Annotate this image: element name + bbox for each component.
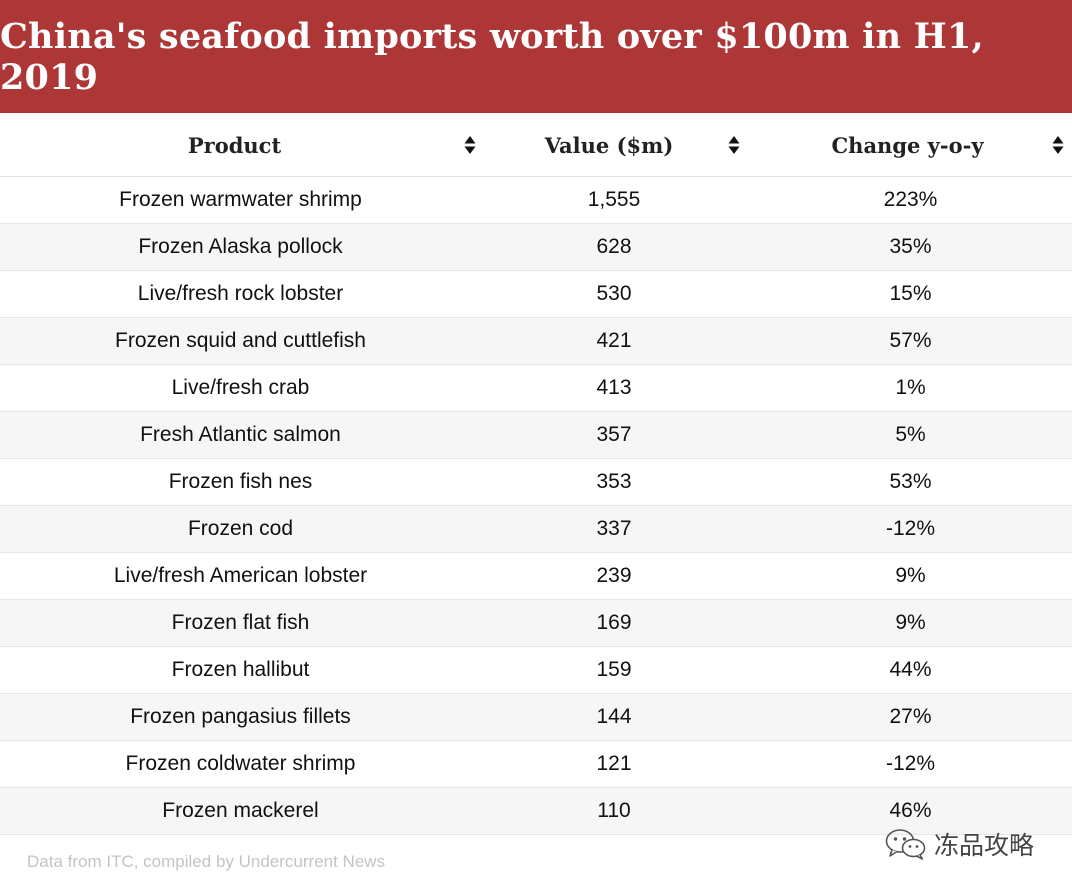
cell-change: 46% bbox=[751, 787, 1072, 835]
table-row: Frozen warmwater shrimp 1,555 223% bbox=[0, 176, 1072, 224]
cell-value: 353 bbox=[483, 458, 751, 506]
cell-change: 9% bbox=[751, 552, 1072, 600]
wechat-logo-icon bbox=[885, 829, 926, 860]
cell-change: 27% bbox=[751, 693, 1072, 741]
cell-product: Frozen warmwater shrimp bbox=[0, 176, 483, 224]
cell-product: Fresh Atlantic salmon bbox=[0, 411, 483, 459]
cell-product: Frozen squid and cuttlefish bbox=[0, 317, 483, 365]
cell-change: 35% bbox=[751, 223, 1072, 271]
cell-product: Frozen Alaska pollock bbox=[0, 223, 483, 271]
cell-change: 223% bbox=[751, 176, 1072, 224]
cell-value: 169 bbox=[483, 599, 751, 647]
sort-icon[interactable] bbox=[464, 135, 476, 155]
cell-product: Frozen hallibut bbox=[0, 646, 483, 694]
page-title: China's seafood imports worth over $100m… bbox=[0, 15, 984, 98]
sort-icon[interactable] bbox=[728, 135, 740, 155]
cell-change: -12% bbox=[751, 740, 1072, 788]
cell-change: 15% bbox=[751, 270, 1072, 318]
cell-value: 337 bbox=[483, 505, 751, 553]
cell-change: 44% bbox=[751, 646, 1072, 694]
cell-value: 121 bbox=[483, 740, 751, 788]
cell-value: 110 bbox=[483, 787, 751, 835]
imports-table: Product Value ($m) Change y-o-y bbox=[0, 114, 1072, 835]
table-row: Frozen cod 337 -12% bbox=[0, 505, 1072, 553]
cell-value: 357 bbox=[483, 411, 751, 459]
cell-value: 1,555 bbox=[483, 176, 751, 224]
table-header-row: Product Value ($m) Change y-o-y bbox=[0, 114, 1072, 177]
table-row: Fresh Atlantic salmon 357 5% bbox=[0, 411, 1072, 459]
cell-change: 1% bbox=[751, 364, 1072, 412]
cell-change: 53% bbox=[751, 458, 1072, 506]
table-row: Frozen mackerel 110 46% bbox=[0, 787, 1072, 835]
column-header-label: Value ($m) bbox=[544, 132, 674, 158]
column-header-product[interactable]: Product bbox=[0, 114, 483, 177]
cell-change: 5% bbox=[751, 411, 1072, 459]
column-header-label: Change y-o-y bbox=[831, 132, 984, 158]
column-header-label: Product bbox=[187, 132, 282, 158]
cell-value: 144 bbox=[483, 693, 751, 741]
cell-product: Frozen pangasius fillets bbox=[0, 693, 483, 741]
table-row: Live/fresh crab 413 1% bbox=[0, 364, 1072, 412]
table-row: Frozen coldwater shrimp 121 -12% bbox=[0, 740, 1072, 788]
cell-value: 628 bbox=[483, 223, 751, 271]
cell-change: -12% bbox=[751, 505, 1072, 553]
cell-product: Frozen cod bbox=[0, 505, 483, 553]
table-row: Frozen pangasius fillets 144 27% bbox=[0, 693, 1072, 741]
source-note: Data from ITC, compiled by Undercurrent … bbox=[27, 852, 386, 871]
table-row: Live/fresh rock lobster 530 15% bbox=[0, 270, 1072, 318]
cell-product: Frozen flat fish bbox=[0, 599, 483, 647]
data-table-container: Product Value ($m) Change y-o-y bbox=[0, 114, 1072, 835]
table-row: Frozen Alaska pollock 628 35% bbox=[0, 223, 1072, 271]
column-header-change[interactable]: Change y-o-y bbox=[751, 114, 1072, 177]
table-row: Frozen flat fish 169 9% bbox=[0, 599, 1072, 647]
cell-change: 57% bbox=[751, 317, 1072, 365]
watermark-text: 冻品攻略 bbox=[934, 831, 1035, 860]
table-row: Frozen hallibut 159 44% bbox=[0, 646, 1072, 694]
table-row: Live/fresh American lobster 239 9% bbox=[0, 552, 1072, 600]
column-header-value[interactable]: Value ($m) bbox=[483, 114, 751, 177]
cell-value: 413 bbox=[483, 364, 751, 412]
cell-product: Frozen coldwater shrimp bbox=[0, 740, 483, 788]
watermark: 冻品攻略 bbox=[884, 826, 1034, 862]
cell-product: Frozen fish nes bbox=[0, 458, 483, 506]
cell-value: 421 bbox=[483, 317, 751, 365]
cell-value: 530 bbox=[483, 270, 751, 318]
cell-change: 9% bbox=[751, 599, 1072, 647]
sort-icon[interactable] bbox=[1052, 135, 1064, 155]
cell-product: Frozen mackerel bbox=[0, 787, 483, 835]
title-banner: China's seafood imports worth over $100m… bbox=[0, 0, 1072, 113]
cell-product: Live/fresh crab bbox=[0, 364, 483, 412]
table-body: Frozen warmwater shrimp 1,555 223% Froze… bbox=[0, 176, 1072, 835]
table-row: Frozen squid and cuttlefish 421 57% bbox=[0, 317, 1072, 365]
cell-product: Live/fresh American lobster bbox=[0, 552, 483, 600]
cell-value: 159 bbox=[483, 646, 751, 694]
table-row: Frozen fish nes 353 53% bbox=[0, 458, 1072, 506]
cell-product: Live/fresh rock lobster bbox=[0, 270, 483, 318]
cell-value: 239 bbox=[483, 552, 751, 600]
